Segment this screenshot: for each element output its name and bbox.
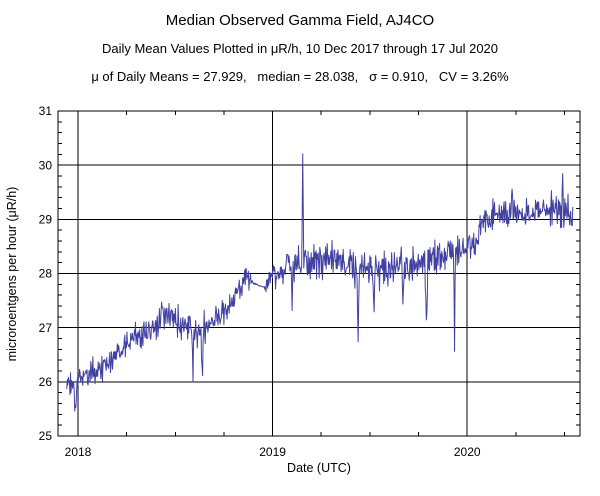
- y-tick-label: 28: [39, 267, 53, 281]
- y-tick-label: 26: [39, 375, 53, 389]
- tick-labels-layer: 2018 2019 2020 25 26 27 28 29 30 31: [39, 104, 481, 459]
- plot-border: [57, 110, 581, 437]
- x-axis-label: Date (UTC): [287, 461, 351, 475]
- y-tick-label: 27: [39, 321, 53, 335]
- y-tick-label: 29: [39, 213, 53, 227]
- tick-marks-layer: [58, 111, 580, 436]
- y-tick-label: 31: [39, 104, 53, 118]
- y-tick-label: 30: [39, 158, 53, 172]
- y-tick-label: 25: [39, 429, 53, 443]
- x-tick-label: 2019: [259, 445, 286, 459]
- x-tick-label: 2020: [454, 445, 481, 459]
- chart-subtitle: Daily Mean Values Plotted in μR/h, 10 De…: [101, 41, 499, 56]
- x-tick-label: 2018: [65, 445, 92, 459]
- chart-title: Median Observed Gamma Field, AJ4CO: [165, 12, 435, 29]
- gamma-daily-mean-line: [66, 153, 574, 412]
- y-axis-label: microroentgens per hour (μR/h): [5, 187, 19, 362]
- chart-stats-line: μ of Daily Means = 27.929, median = 28.0…: [91, 69, 509, 84]
- data-series-layer: [66, 153, 574, 412]
